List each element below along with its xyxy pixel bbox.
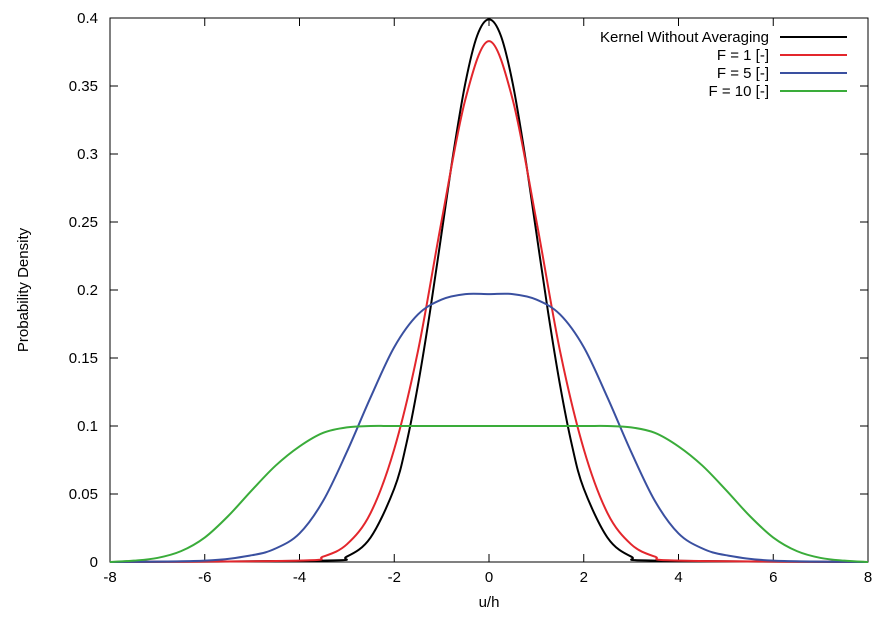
x-tick-label: 6 [769,569,777,586]
x-tick-label: -6 [198,569,211,586]
x-axis-label: u/h [479,594,500,611]
x-tick-label: -4 [293,569,306,586]
y-tick-label: 0.05 [69,486,98,503]
y-axis-label: Probability Density [15,227,32,352]
series-line-4 [109,424,869,563]
x-tick-label: 8 [864,569,872,586]
legend-label-2: F = 1 [-] [717,47,769,64]
x-tick-label: -2 [388,569,401,586]
y-tick-label: 0.4 [77,10,98,27]
x-tick-label: 0 [485,569,493,586]
series-line-3 [109,292,869,563]
x-tick-label: -8 [103,569,116,586]
series-line-1 [109,18,869,563]
y-tick-label: 0.1 [77,418,98,435]
y-tick-label: 0.35 [69,78,98,95]
legend-label-1: Kernel Without Averaging [600,29,769,46]
y-tick-label: 0.2 [77,282,98,299]
series-line-2 [109,40,869,563]
legend-label-4: F = 10 [-] [709,83,769,100]
y-tick-label: 0.25 [69,214,98,231]
legend-label-3: F = 5 [-] [717,65,769,82]
tick-labels: -8 -6 -4 -2 0 2 4 6 8 0 0.05 0.1 0.15 0.2 0.25 0.3 0.35 0… [69,10,872,586]
y-tick-label: 0 [90,554,98,571]
y-tick-label: 0.15 [69,350,98,367]
x-tick-label: 2 [580,569,588,586]
series-lines [109,18,869,563]
y-tick-label: 0.3 [77,146,98,163]
x-tick-label: 4 [674,569,682,586]
